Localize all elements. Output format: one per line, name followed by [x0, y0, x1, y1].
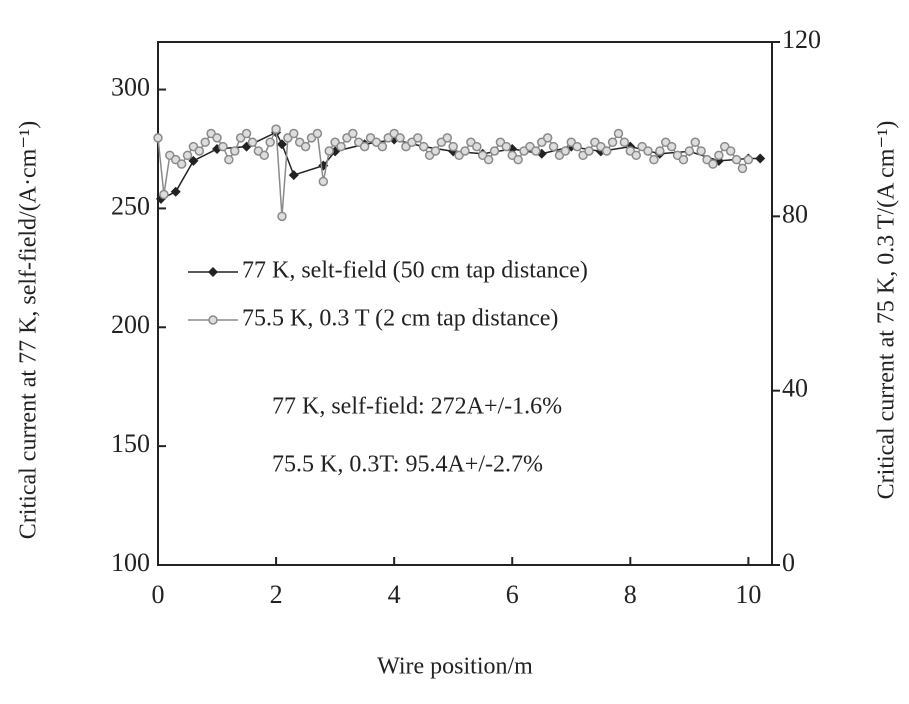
marker — [276, 139, 287, 150]
marker — [430, 146, 441, 156]
x-tick-label: 8 — [624, 580, 637, 609]
marker — [613, 128, 624, 139]
marker — [176, 159, 187, 169]
y-tick-label: 250 — [111, 191, 150, 220]
marker — [289, 128, 299, 139]
marker — [708, 159, 718, 169]
marker — [418, 141, 429, 152]
marker — [472, 141, 482, 152]
x-axis-label: Wire position/m — [377, 654, 533, 680]
marker — [690, 137, 700, 147]
marker — [513, 154, 523, 165]
y2-tick-label: 80 — [782, 199, 808, 228]
marker — [678, 154, 689, 165]
x-tick-label: 2 — [270, 580, 283, 609]
marker — [607, 137, 618, 147]
x-tick-label: 6 — [506, 580, 519, 609]
marker — [737, 163, 748, 174]
marker — [348, 128, 358, 139]
marker — [548, 141, 559, 152]
plot-frame — [157, 41, 773, 566]
marker — [531, 146, 541, 156]
marker — [230, 146, 240, 156]
marker — [212, 133, 222, 143]
marker — [224, 154, 234, 165]
marker — [359, 141, 370, 152]
marker — [241, 128, 252, 139]
marker — [714, 150, 724, 161]
y2-axis-label: Critical current at 75 K, 0.3 T/(A cm⁻¹) — [874, 121, 900, 500]
marker — [483, 154, 494, 165]
marker — [413, 133, 423, 143]
marker — [288, 170, 299, 181]
legend-label: 77 K, selt-field (50 cm tap distance) — [242, 258, 588, 284]
marker — [489, 146, 500, 156]
marker — [684, 146, 695, 156]
marker — [584, 146, 594, 156]
marker — [395, 133, 405, 143]
marker — [755, 153, 766, 164]
x-tick-label: 0 — [152, 580, 165, 609]
marker — [200, 137, 210, 147]
y2-tick-label: 120 — [782, 25, 821, 54]
marker — [300, 141, 311, 152]
annotation: 77 K, self-field: 272A+/-1.6% — [272, 394, 562, 420]
legend-marker — [208, 315, 218, 325]
y-axis-label: Critical current at 77 K, self-field/(A·… — [16, 121, 42, 539]
marker — [655, 146, 665, 156]
marker — [153, 133, 163, 143]
y-tick-label: 100 — [111, 548, 150, 577]
marker — [631, 150, 641, 161]
marker — [259, 150, 270, 161]
legend-label: 75.5 K, 0.3 T (2 cm tap distance) — [242, 306, 558, 332]
marker — [324, 146, 334, 156]
marker — [194, 146, 205, 156]
marker — [182, 150, 193, 161]
marker — [601, 146, 612, 156]
marker — [731, 154, 742, 165]
marker — [560, 146, 571, 156]
marker — [377, 141, 388, 152]
marker — [159, 189, 169, 200]
y2-tick-label: 0 — [782, 548, 795, 577]
marker — [318, 176, 329, 187]
y-tick-label: 150 — [111, 429, 150, 458]
marker — [643, 146, 653, 156]
marker — [277, 211, 287, 222]
marker — [725, 146, 736, 156]
marker — [649, 154, 659, 165]
x-tick-label: 4 — [388, 580, 401, 609]
marker — [460, 146, 470, 156]
marker — [542, 133, 553, 143]
marker — [696, 146, 706, 156]
legend-marker — [208, 267, 218, 277]
marker — [247, 137, 258, 147]
y-tick-label: 300 — [111, 73, 150, 102]
marker — [170, 186, 181, 197]
marker — [442, 133, 453, 143]
marker — [666, 141, 677, 152]
marker — [448, 141, 458, 152]
marker — [619, 137, 630, 147]
marker — [501, 141, 512, 152]
marker — [743, 154, 754, 165]
marker — [312, 128, 323, 139]
x-tick-label: 10 — [735, 580, 761, 609]
marker — [271, 124, 281, 134]
annotation: 75.5 K, 0.3T: 95.4A+/-2.7% — [272, 452, 543, 478]
marker — [572, 141, 582, 152]
marker — [218, 141, 228, 152]
marker — [265, 137, 275, 147]
y-tick-label: 200 — [111, 310, 150, 339]
y2-tick-label: 40 — [782, 374, 808, 403]
marker — [336, 141, 346, 152]
